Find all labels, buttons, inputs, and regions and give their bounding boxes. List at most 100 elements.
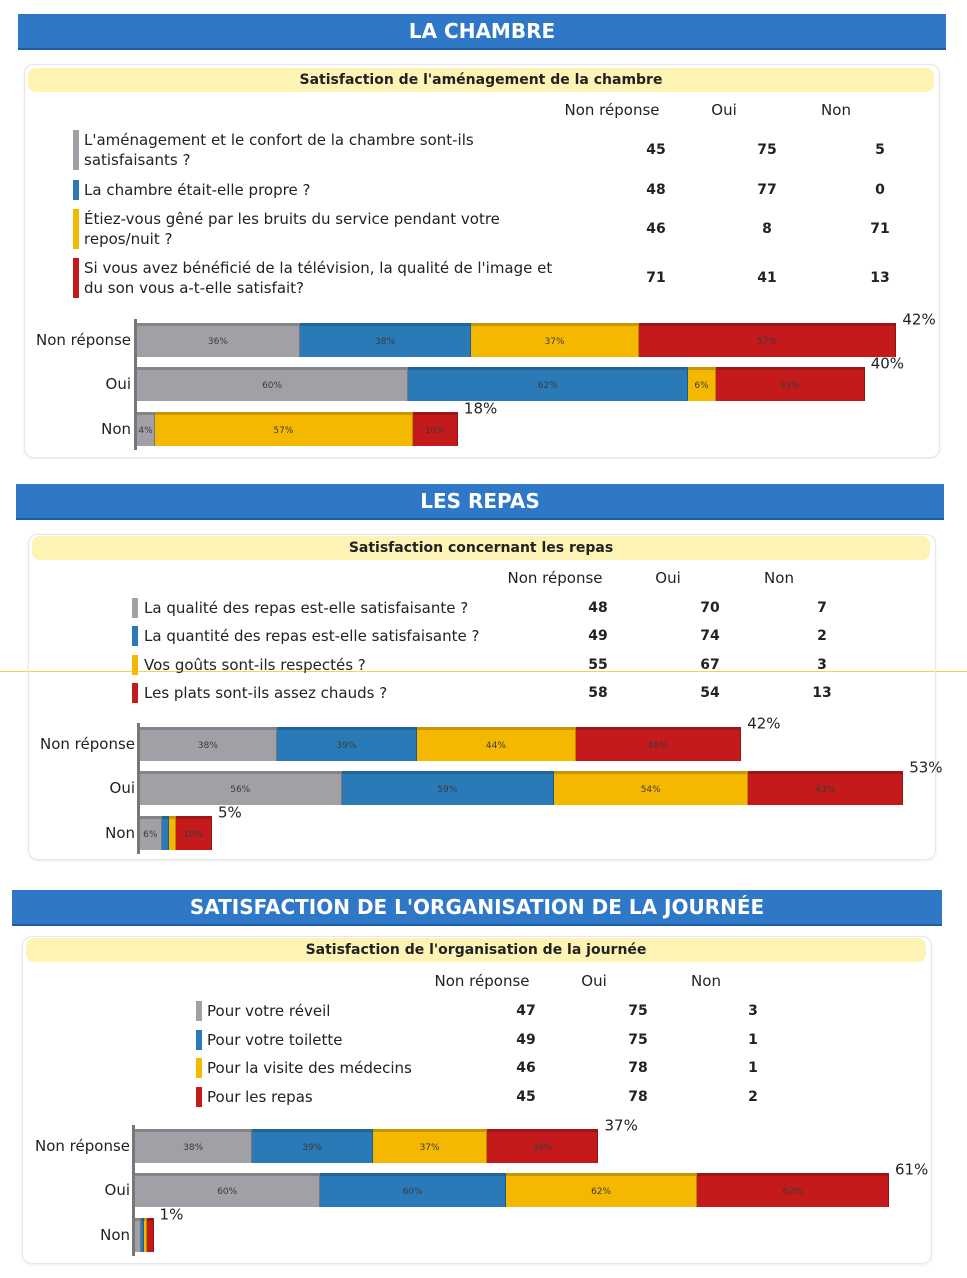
segment-label: 37% xyxy=(419,1142,440,1153)
bar-segment: 36% xyxy=(137,323,300,357)
row-value: 2 xyxy=(748,1089,758,1105)
panel-subtitle: Satisfaction de l'organisation de la jou… xyxy=(26,938,926,962)
bar-segment: 62% xyxy=(505,1173,698,1207)
bar-segment: 37% xyxy=(471,323,639,357)
bar-segment xyxy=(147,1218,154,1252)
row-value: 3 xyxy=(817,657,827,673)
segment-label: 38% xyxy=(197,740,218,751)
bar-total: 18% xyxy=(463,399,498,418)
panel-subtitle: Satisfaction concernant les repas xyxy=(32,536,930,560)
panel xyxy=(22,936,932,1264)
row-value: 49 xyxy=(516,1032,536,1048)
row-value: 75 xyxy=(628,1003,648,1019)
row-value: 45 xyxy=(516,1089,536,1105)
bar-total: 61% xyxy=(894,1160,929,1179)
bar-segment: 62% xyxy=(697,1173,889,1207)
section-title: LA CHAMBRE xyxy=(18,14,946,50)
axis-line xyxy=(137,723,140,854)
row-value: 13 xyxy=(812,685,832,701)
row-color xyxy=(73,130,79,170)
column-header: Non réponse xyxy=(434,972,530,990)
row-label: Pour votre réveil xyxy=(207,1002,331,1020)
segment-label: 10% xyxy=(183,829,204,840)
row-value: 75 xyxy=(628,1032,648,1048)
row-value: 1 xyxy=(748,1060,758,1076)
bar-segment: 62% xyxy=(408,367,689,401)
row-label: Pour votre toilette xyxy=(207,1031,343,1049)
row-value: 13 xyxy=(870,270,890,286)
bar-total: 42% xyxy=(747,714,781,733)
row-color xyxy=(73,180,79,200)
row-color xyxy=(196,1058,202,1078)
row-value: 71 xyxy=(870,221,890,237)
panel xyxy=(24,64,940,458)
bar-segment: 56% xyxy=(140,771,342,805)
segment-label: 56% xyxy=(230,784,251,795)
bar-total: 37% xyxy=(604,1116,638,1135)
row-value: 1 xyxy=(748,1032,758,1048)
bar-segment: 46% xyxy=(575,727,742,761)
bar-segment: 39% xyxy=(252,1129,373,1163)
segment-label: 6% xyxy=(694,380,709,391)
bar-segment: 43% xyxy=(748,771,904,805)
bar-segment: 59% xyxy=(341,771,554,805)
segment-label: 59% xyxy=(437,784,458,795)
row-color xyxy=(132,626,138,646)
bar-segment: 6% xyxy=(140,816,162,850)
row-value: 41 xyxy=(757,270,777,286)
bar-total: 5% xyxy=(218,803,242,822)
bar-segment xyxy=(161,816,169,850)
row-label: La chambre était-elle propre ? xyxy=(84,181,311,199)
bar-name: Non réponse xyxy=(35,1137,130,1155)
row-value: 77 xyxy=(757,182,777,198)
bar-segment xyxy=(135,1218,142,1252)
row-value: 49 xyxy=(588,628,608,644)
row-value: 5 xyxy=(875,142,885,158)
row-value: 3 xyxy=(748,1003,758,1019)
row-value: 8 xyxy=(762,221,772,237)
row-value: 58 xyxy=(588,685,608,701)
segment-label: 38% xyxy=(183,1142,204,1153)
bar-total: 40% xyxy=(870,354,905,373)
column-header: Oui xyxy=(711,101,737,119)
row-value: 2 xyxy=(817,628,827,644)
row-color xyxy=(196,1087,202,1107)
segment-label: 62% xyxy=(782,1186,803,1197)
bar-name: Non xyxy=(105,824,135,842)
section-title: SATISFACTION DE L'ORGANISATION DE LA JOU… xyxy=(12,890,942,926)
bar-segment: 33% xyxy=(715,367,865,401)
row-value: 78 xyxy=(628,1060,648,1076)
axis-line xyxy=(132,1125,135,1256)
row-value: 46 xyxy=(516,1060,536,1076)
row-value: 74 xyxy=(700,628,720,644)
row-color xyxy=(73,209,79,249)
row-value: 78 xyxy=(628,1089,648,1105)
column-header: Non xyxy=(821,101,851,119)
segment-label: 38% xyxy=(375,336,396,347)
row-label: Pour les repas xyxy=(207,1088,313,1106)
bar-name: Non réponse xyxy=(36,331,131,349)
segment-label: 33% xyxy=(779,380,800,391)
segment-label: 60% xyxy=(217,1186,238,1197)
row-color xyxy=(132,683,138,703)
row-value: 7 xyxy=(817,600,827,616)
row-label: L'aménagement et le confort de la chambr… xyxy=(84,131,474,169)
segment-label: 37% xyxy=(544,336,565,347)
segment-label: 43% xyxy=(815,784,836,795)
panel-subtitle: Satisfaction de l'aménagement de la cham… xyxy=(28,68,934,92)
segment-label: 36% xyxy=(207,336,228,347)
row-value: 48 xyxy=(588,600,608,616)
bar-name: Non xyxy=(100,1226,130,1244)
bar-name: Oui xyxy=(104,1181,130,1199)
row-label: Pour la visite des médecins xyxy=(207,1059,412,1077)
panel xyxy=(28,534,936,860)
segment-label: 10% xyxy=(424,425,445,436)
row-label: Vos goûts sont-ils respectés ? xyxy=(144,656,366,674)
bar-segment: 60% xyxy=(135,1173,321,1207)
bar-segment: 10% xyxy=(412,412,458,446)
bar-total: 1% xyxy=(159,1205,184,1224)
row-value: 48 xyxy=(646,182,666,198)
row-label: Si vous avez bénéficié de la télévision,… xyxy=(84,259,553,297)
bar-segment: 38% xyxy=(140,727,277,761)
row-value: 55 xyxy=(588,657,608,673)
